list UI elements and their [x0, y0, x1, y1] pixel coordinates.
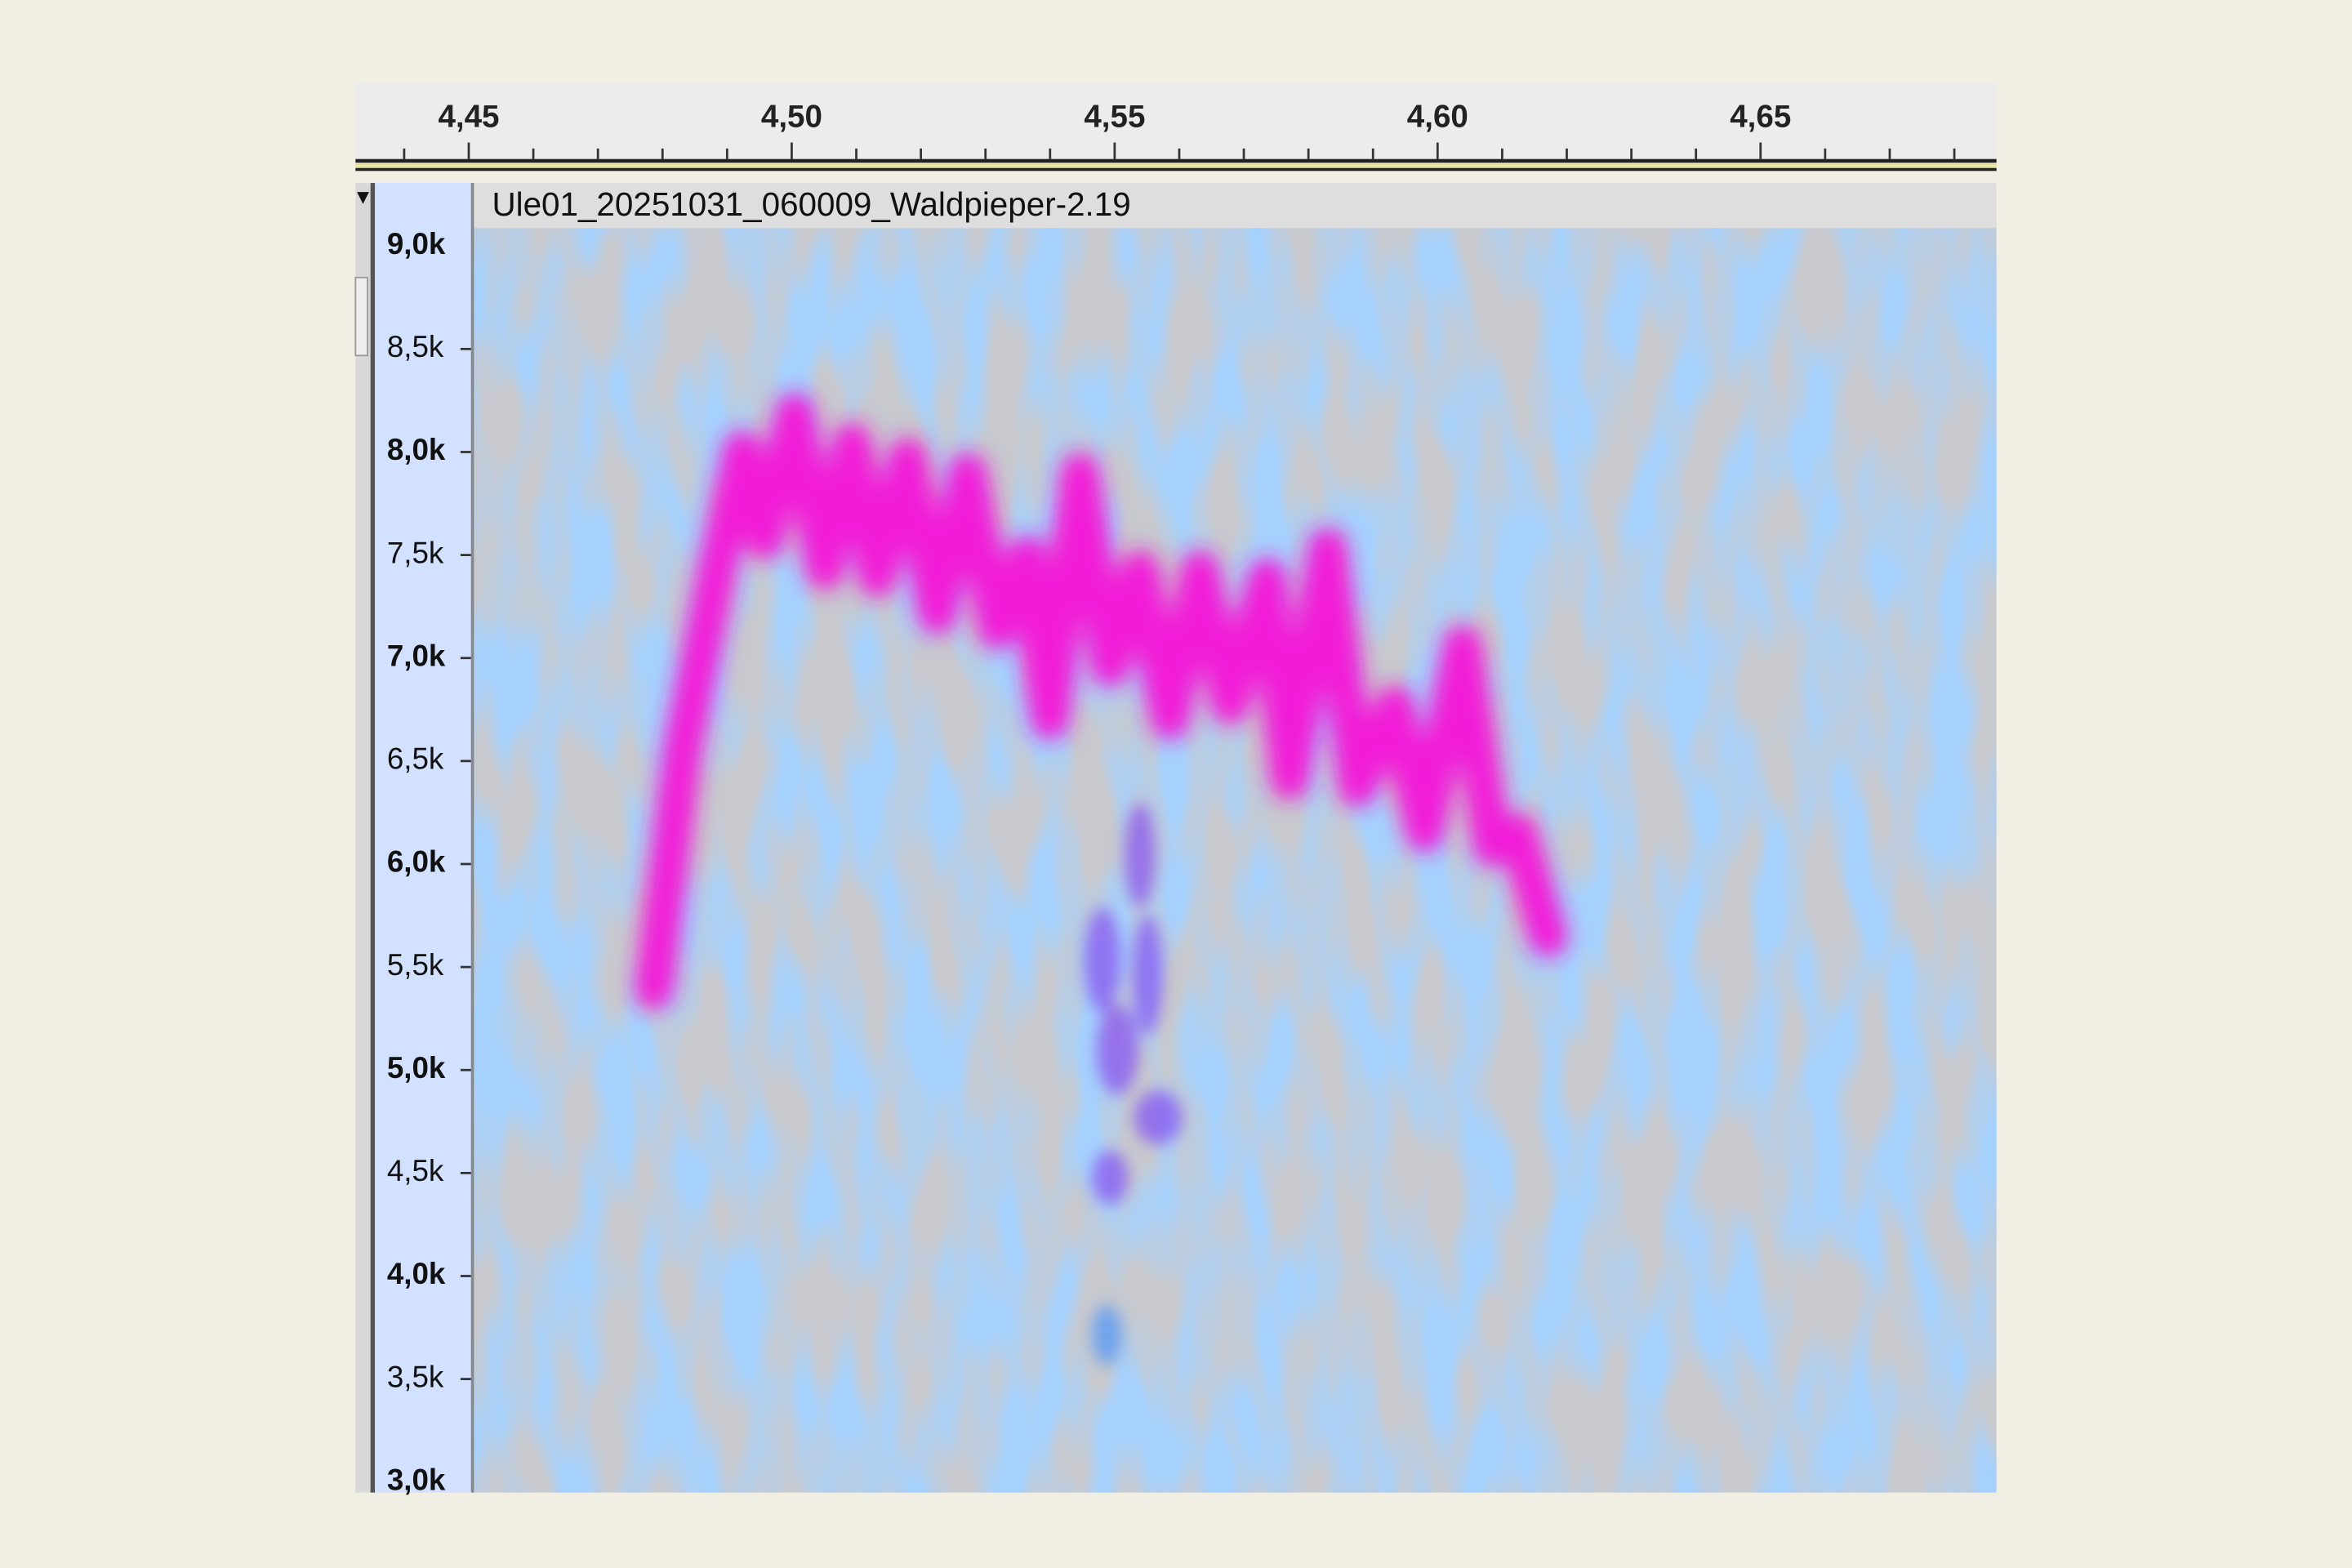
frequency-label: 3,0k	[387, 1463, 446, 1496]
collapse-arrow[interactable]	[357, 192, 369, 204]
frequency-label: 4,5k	[387, 1154, 444, 1187]
ruler-edge	[470, 183, 474, 1493]
time-label: 4,55	[1084, 99, 1145, 134]
frequency-label: 6,5k	[387, 742, 444, 776]
ruler-ticks: 4,45 4,50 4,55 4,60 4,65	[403, 99, 1956, 159]
frequency-labels: 9,0k 8,5k 8,0k 7,5k 7,0k 6,5k 6,0k 5,5k 5,0k 4,5k…	[387, 227, 471, 1496]
track-button[interactable]	[354, 276, 368, 357]
frequency-label: 5,0k	[387, 1051, 446, 1085]
time-label: 4,50	[761, 99, 822, 134]
frequency-label: 8,0k	[387, 433, 446, 466]
frequency-label: 8,5k	[387, 330, 444, 363]
frequency-label: 6,0k	[387, 845, 446, 879]
frequency-ruler	[375, 183, 474, 1493]
frequency-label: 5,5k	[387, 948, 444, 982]
spectrogram-noise	[474, 228, 1997, 1493]
lower-energy	[1084, 802, 1183, 1365]
frequency-label: 7,0k	[387, 639, 446, 672]
time-label: 4,65	[1730, 99, 1791, 134]
track-name: Ule01_20251031_060009_Waldpieper-2.19	[492, 185, 1130, 223]
frequency-label: 4,0k	[387, 1257, 446, 1290]
track-control[interactable]	[355, 183, 376, 1493]
frequency-label: 3,5k	[387, 1360, 444, 1393]
spectrogram	[474, 228, 1997, 1493]
track-name-bar[interactable]	[474, 183, 1997, 229]
time-label: 4,45	[438, 99, 499, 134]
ruler-line	[355, 158, 1997, 163]
timeline-ruler[interactable]	[355, 82, 1997, 161]
frequency-label: 9,0k	[387, 227, 446, 261]
ruler-line	[355, 163, 1997, 168]
track-border	[370, 183, 376, 1493]
time-label: 4,60	[1407, 99, 1468, 134]
bird-call-trace	[634, 393, 1568, 1010]
ruler-line	[355, 167, 1997, 172]
frequency-label: 7,5k	[387, 536, 444, 569]
gap	[355, 171, 1997, 184]
